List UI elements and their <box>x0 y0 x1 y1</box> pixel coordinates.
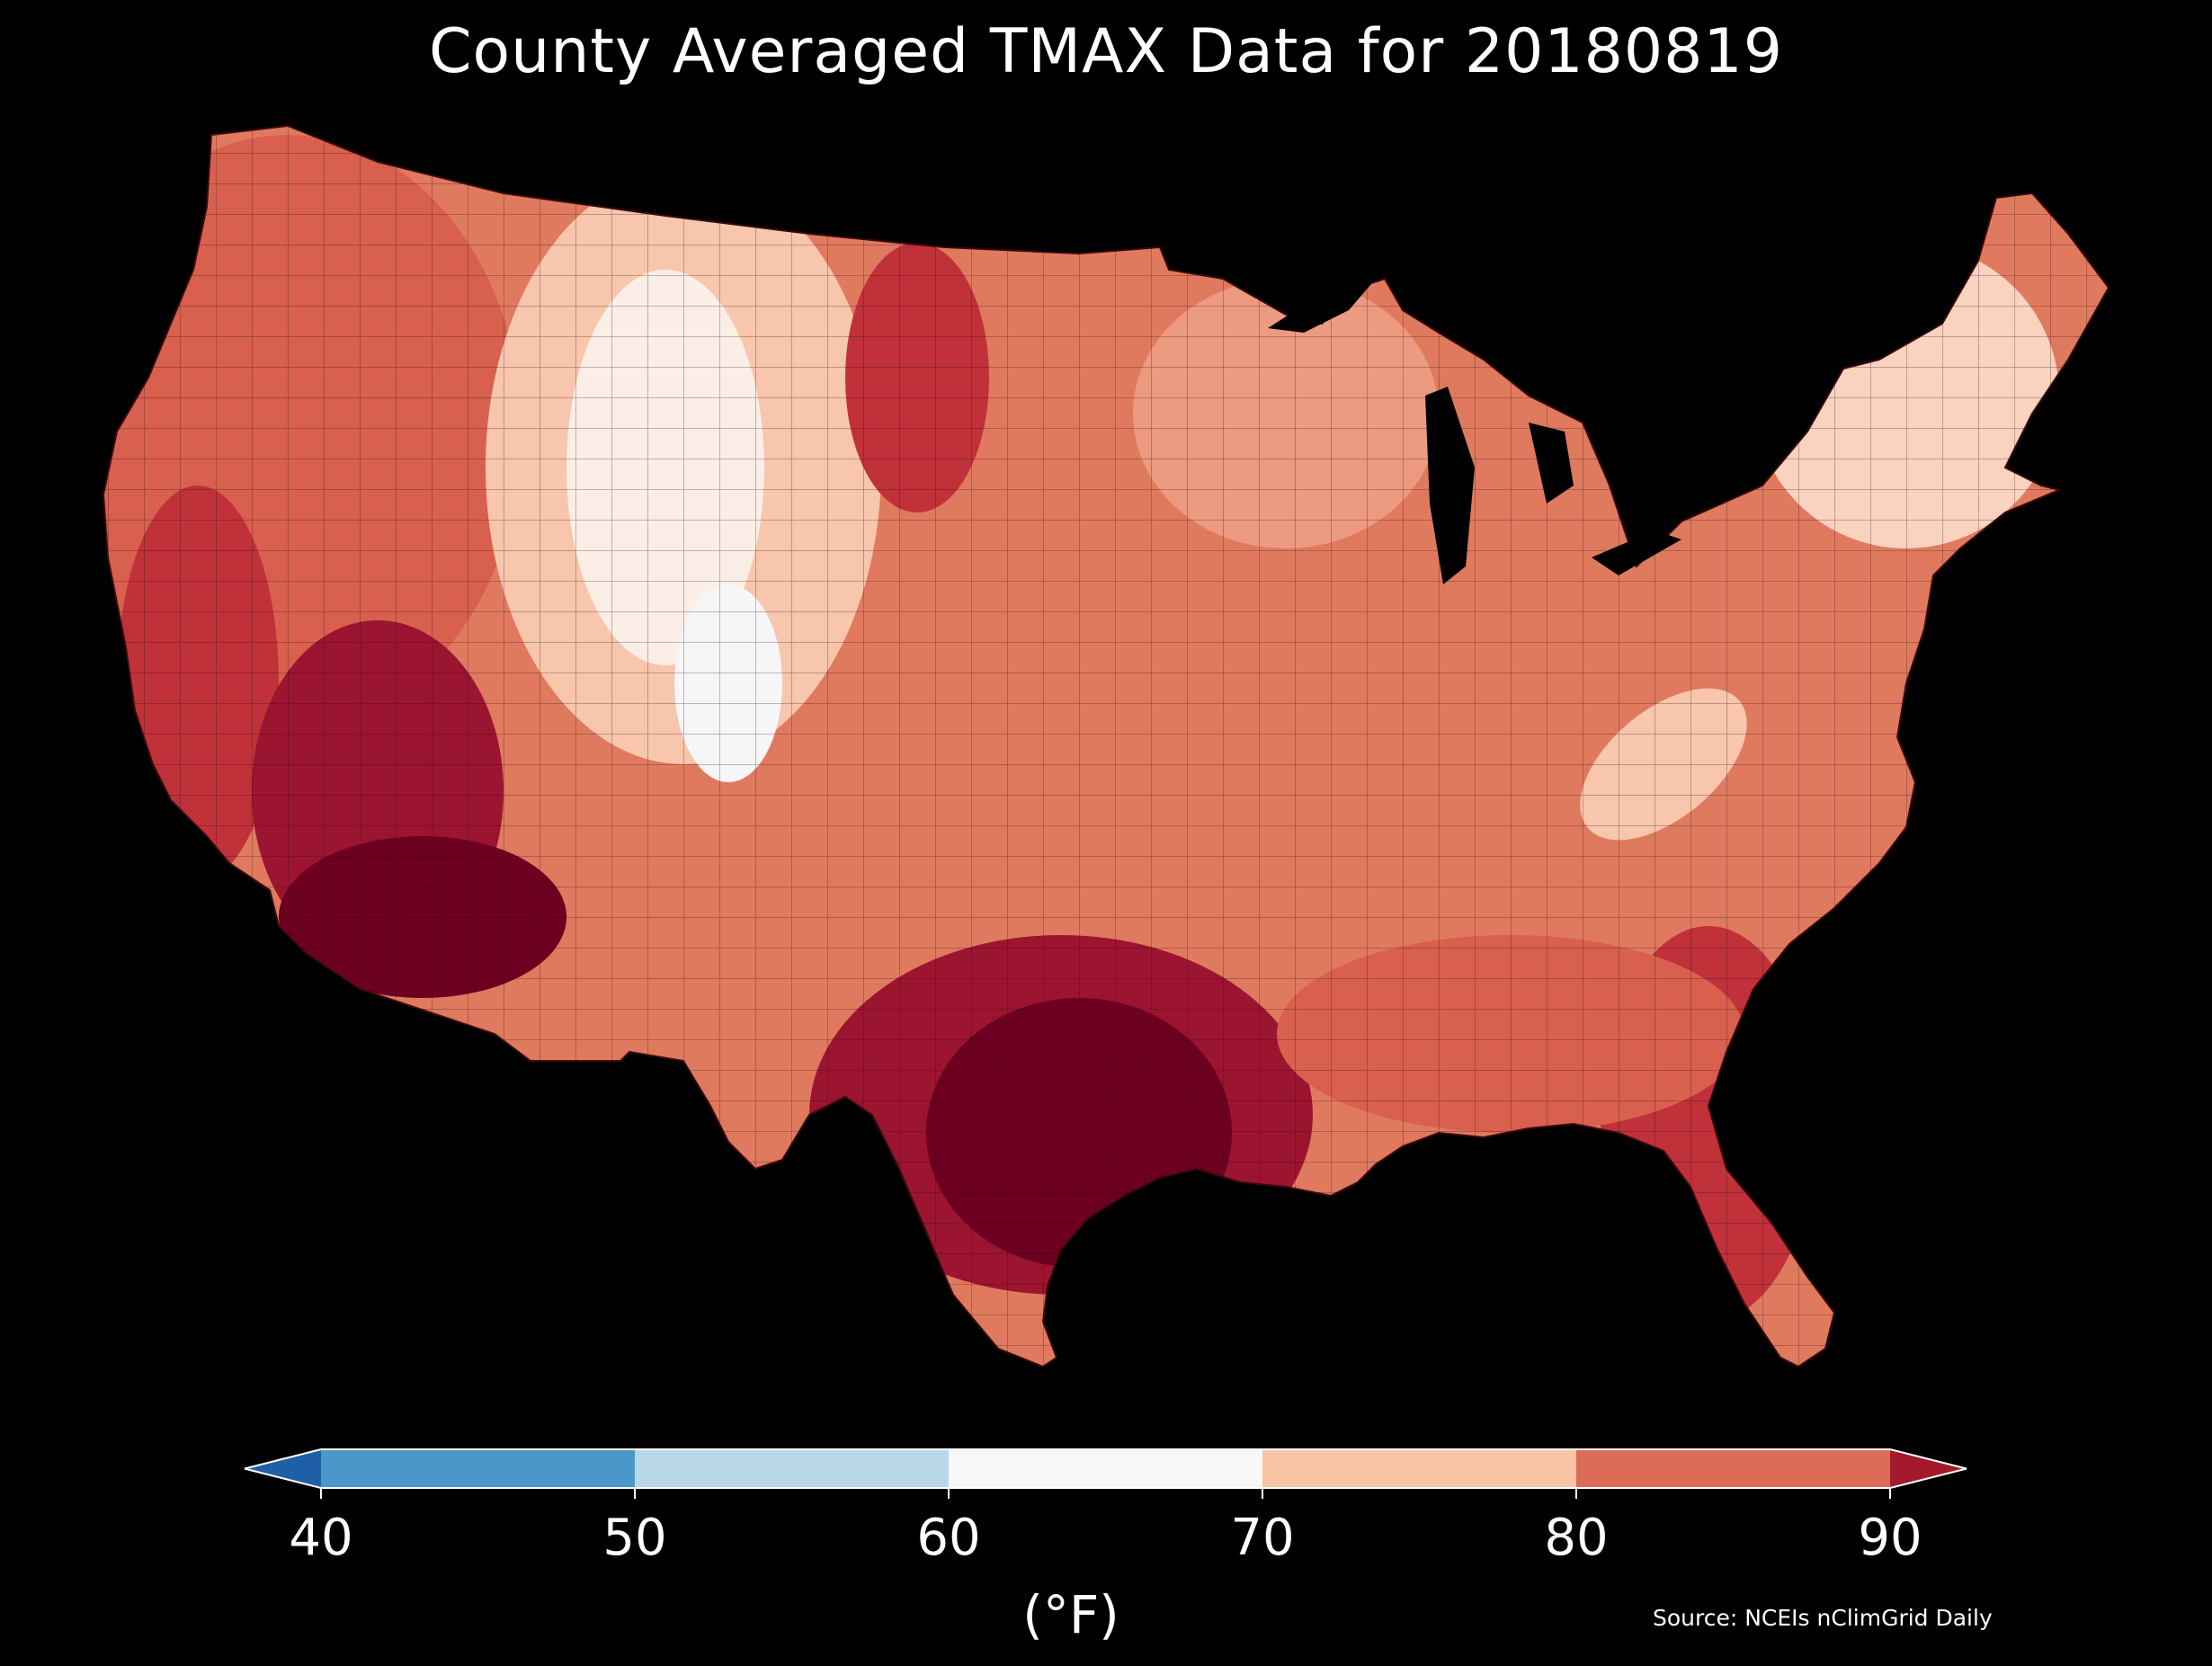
lake-huron <box>1529 423 1574 503</box>
colorbar-tick-label: 50 <box>602 1509 667 1567</box>
source-credit: Source: NCEIs nClimGrid Daily <box>1653 1605 1993 1631</box>
map-title: County Averaged TMAX Data for 20180819 <box>429 16 1783 87</box>
colorbar-bin-50-60 <box>635 1449 949 1488</box>
colorbar-extend-under <box>245 1449 321 1488</box>
lake-michigan <box>1425 387 1475 584</box>
colorbar-bin-80-90 <box>1576 1449 1890 1488</box>
colorbar-bin-40-50 <box>321 1449 635 1488</box>
colorbar-tick-label: 80 <box>1544 1509 1609 1567</box>
lake-superior <box>1268 279 1376 333</box>
lake-erie <box>1592 530 1681 575</box>
colorbar-tick-label: 60 <box>916 1509 981 1567</box>
colorbar-tick-label: 90 <box>1858 1509 1922 1567</box>
colorbar-bin-70-80 <box>1262 1449 1576 1488</box>
colorbar-bin-60-70 <box>949 1449 1262 1488</box>
colorbar-tick-label: 40 <box>289 1509 353 1567</box>
colorbar-extend-over <box>1890 1449 1967 1488</box>
colorbar-unit-label: (°F) <box>1022 1584 1119 1645</box>
colorbar-tick-label: 70 <box>1230 1509 1295 1567</box>
